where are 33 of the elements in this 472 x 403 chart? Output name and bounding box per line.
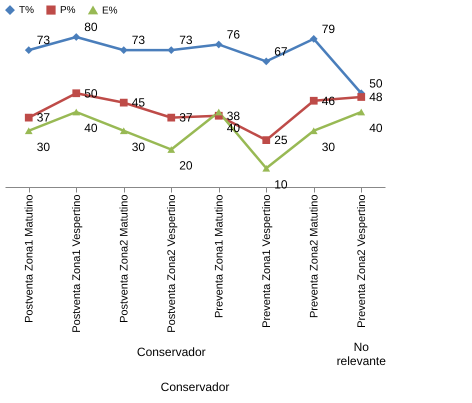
data-label: 25: [274, 133, 288, 148]
data-label: 38: [226, 108, 240, 123]
data-label: 76: [226, 28, 240, 42]
data-label: 40: [369, 121, 383, 135]
x-tick-label: Postventa Zona1 Vespertino: [70, 194, 83, 333]
data-label: 10: [274, 177, 288, 192]
data-label: 73: [132, 33, 146, 48]
x-tick-label: Postventa Zona1 Matutino: [23, 194, 36, 323]
x-tick-label: Preventa Zona1 Vespertino: [260, 194, 273, 328]
legend-label: E%: [102, 5, 118, 16]
text: Conservador: [136, 345, 206, 359]
data-label: 45: [132, 96, 146, 110]
text: Conservador: [160, 380, 230, 394]
x-tick-label: Preventa Zona2 Vespertino: [356, 194, 368, 328]
data-label: 79: [322, 22, 336, 36]
x-tick-label: Postventa Zona2 Vespertino: [166, 194, 178, 333]
data-label: 50: [369, 76, 383, 90]
x-tick-label: Preventa Zona2 Matutino: [308, 194, 320, 318]
data-label: 30: [36, 140, 50, 154]
x-tick-label: Preventa Zona1 Matutino: [213, 194, 226, 318]
data-label: 73: [36, 33, 50, 48]
data-label: 37: [36, 110, 50, 125]
data-label: 40: [84, 121, 98, 135]
data-label: 73: [179, 33, 193, 48]
data-label: 30: [322, 140, 336, 154]
data-label: 30: [132, 140, 146, 154]
x-tick-label: Postventa Zona2 Matutino: [118, 194, 130, 323]
data-label: 80: [84, 20, 98, 34]
data-label: 20: [179, 158, 193, 172]
data-label: 48: [369, 90, 383, 104]
legend-label: P%: [60, 5, 76, 16]
text: No relevante: [336, 340, 386, 368]
legend-label: T%: [19, 5, 34, 16]
